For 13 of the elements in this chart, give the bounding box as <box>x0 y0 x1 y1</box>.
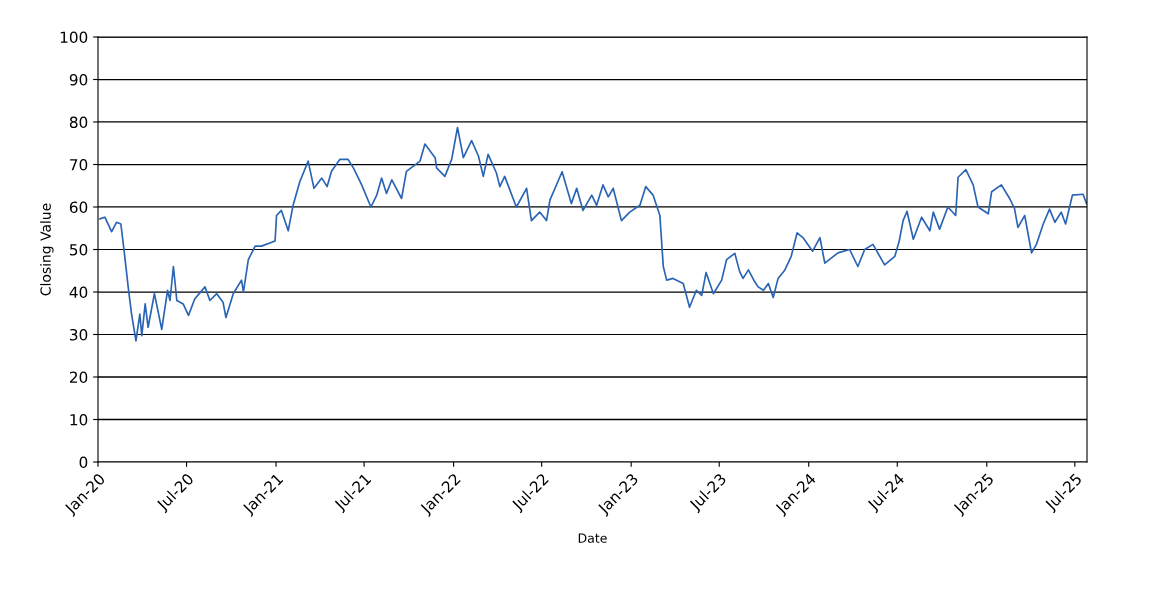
y-tick-label: 80 <box>69 116 88 129</box>
x-axis-title: Date <box>578 533 607 543</box>
y-tick-label: 40 <box>69 286 88 299</box>
y-tick-label: 30 <box>70 328 88 341</box>
y-tick-label: 20 <box>69 371 88 384</box>
y-tick-label: 90 <box>69 73 88 86</box>
y-tick-label: 100 <box>60 31 88 44</box>
y-tick-label: 10 <box>70 413 88 426</box>
y-tick-label: 70 <box>70 158 88 171</box>
y-tick-label: 60 <box>69 201 88 214</box>
y-tick-label: 0 <box>79 456 88 469</box>
y-axis-title: Closing Value <box>40 203 54 296</box>
y-tick-label: 50 <box>70 243 88 256</box>
